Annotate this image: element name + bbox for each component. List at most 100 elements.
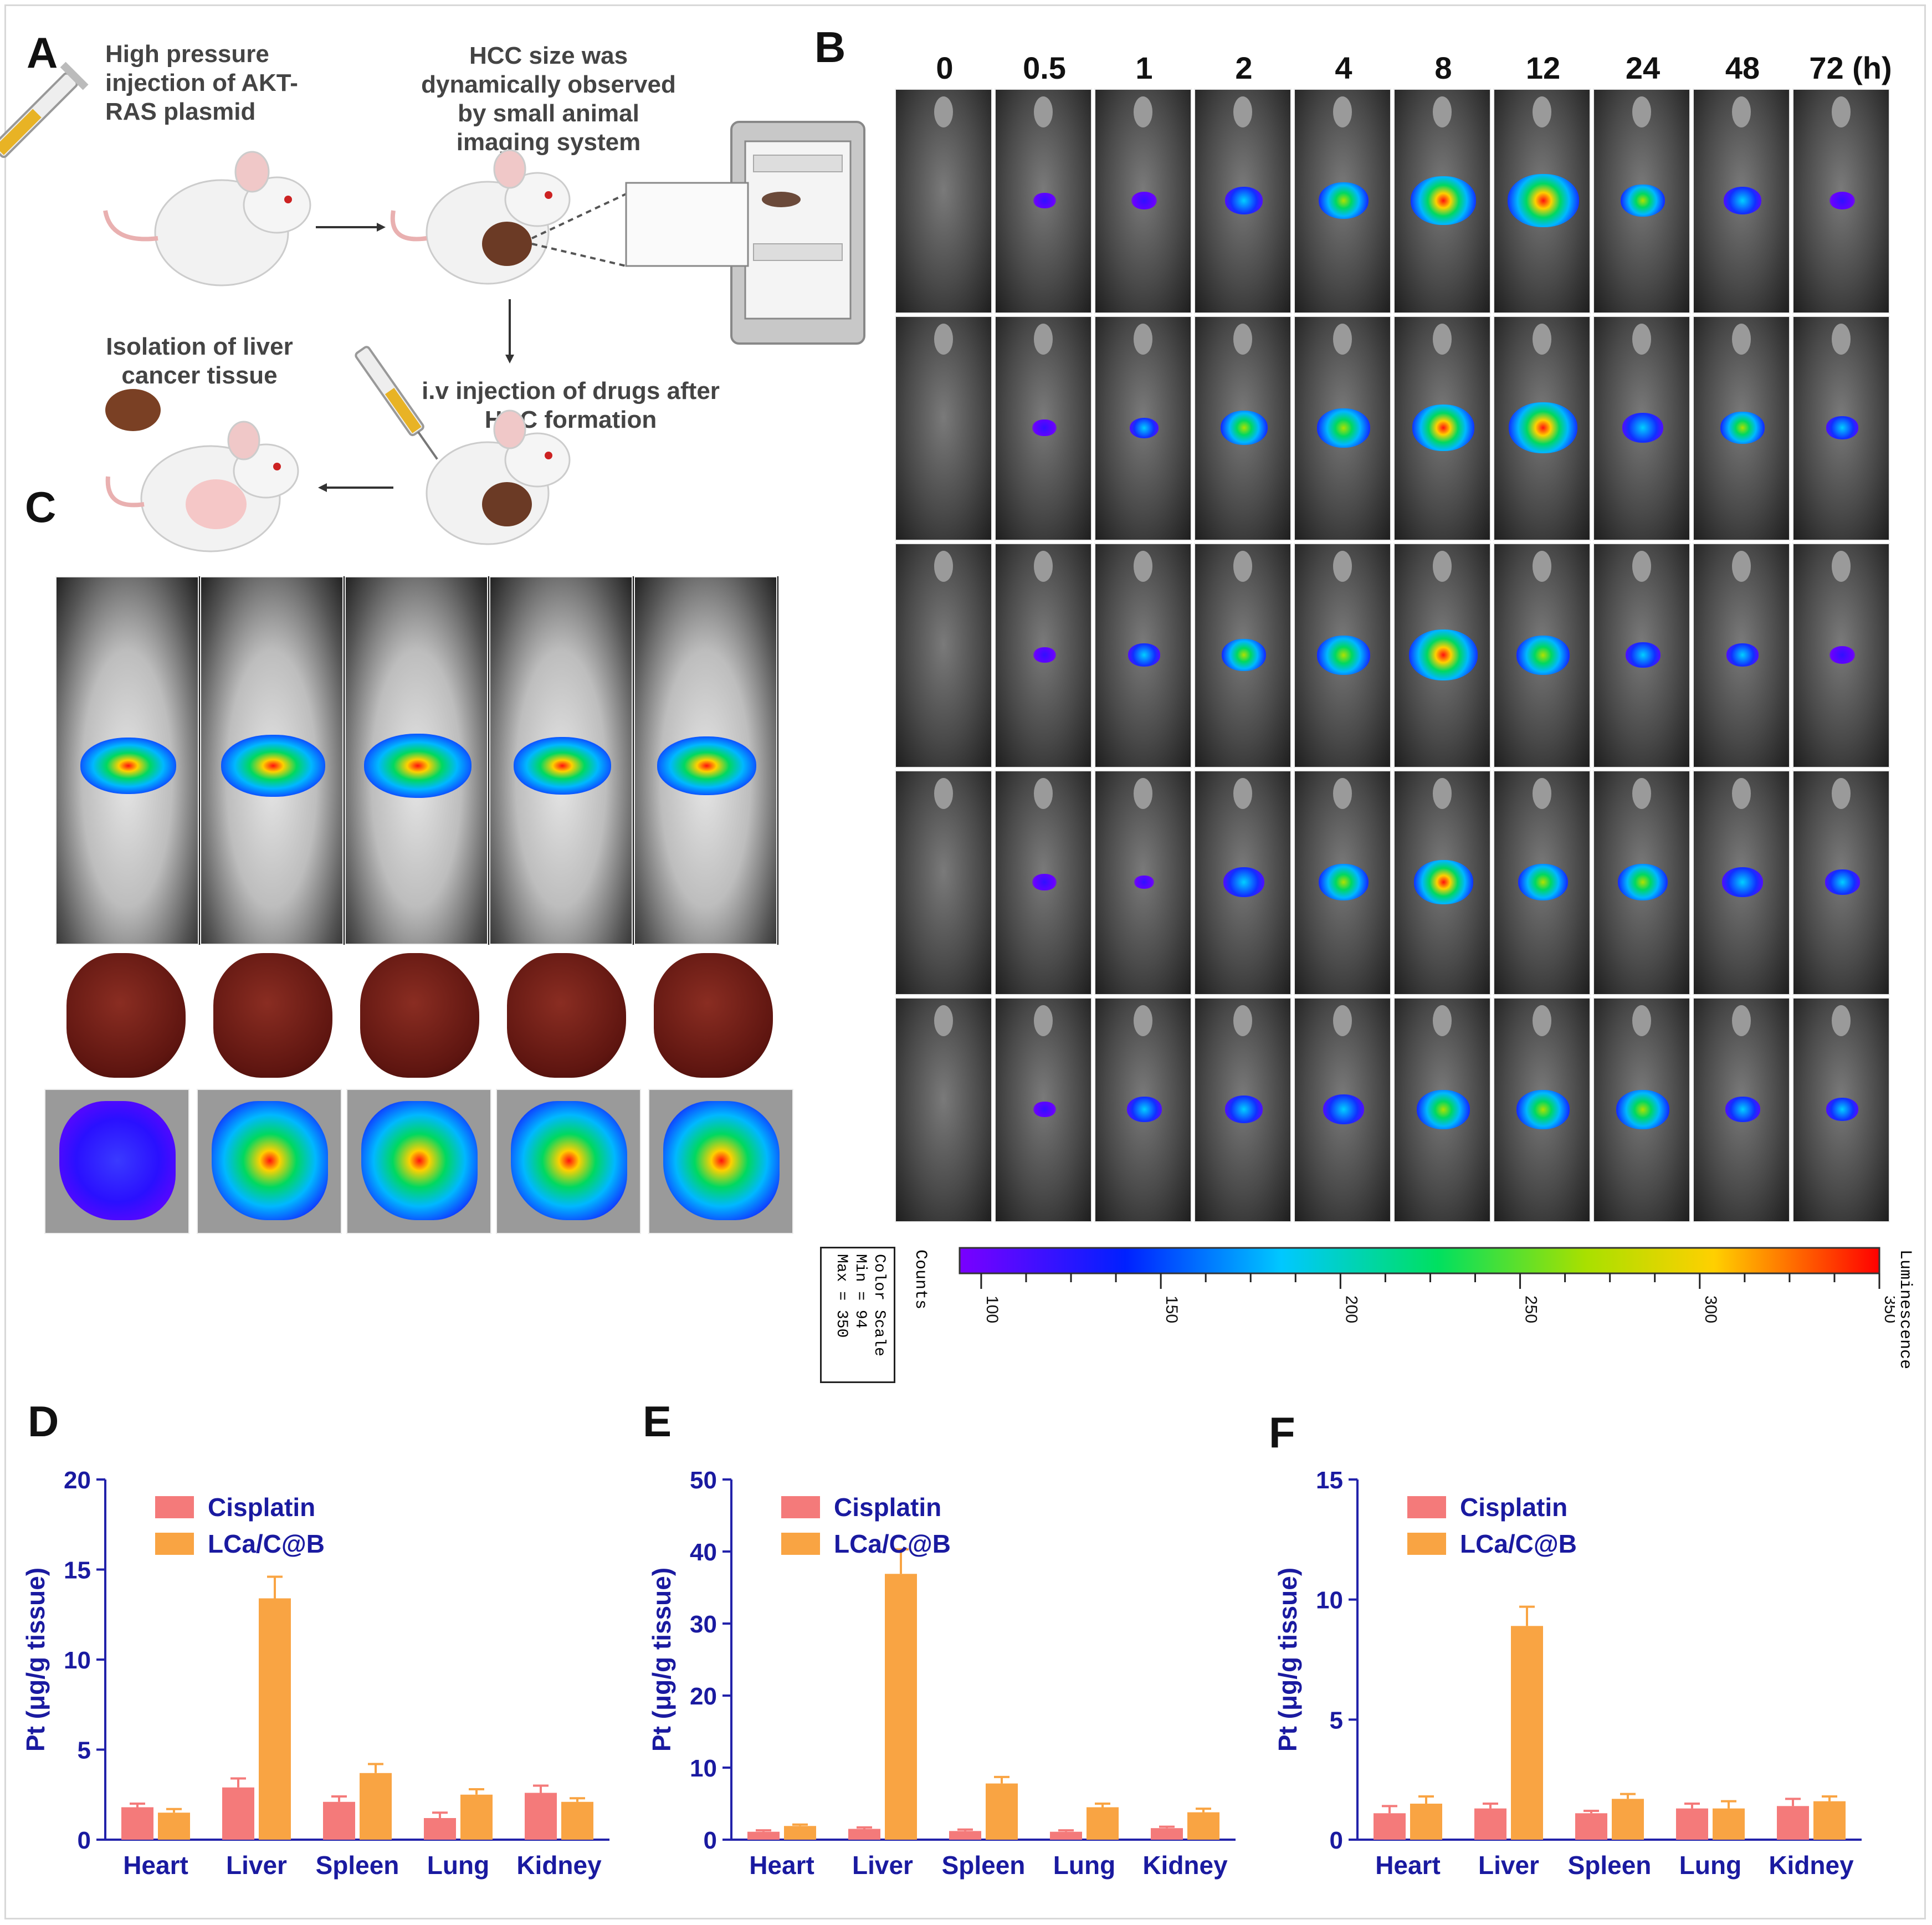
bar-cisplatin-spleen bbox=[323, 1801, 355, 1840]
bar-cisplatin-liver bbox=[222, 1787, 254, 1840]
bar-cisplatin-spleen bbox=[1575, 1813, 1607, 1840]
y-axis-label: Pt (μg/g tissue) bbox=[21, 1568, 50, 1752]
mouse-image-r3-t7 bbox=[1593, 543, 1690, 768]
bar-cisplatin-liver bbox=[848, 1829, 880, 1840]
bar-cisplatin-kidney bbox=[1151, 1828, 1183, 1840]
mouse-image-r2-t8 bbox=[1693, 316, 1790, 541]
step1-line2: injection of AKT- bbox=[105, 69, 298, 96]
time-12: 12 bbox=[1525, 50, 1561, 85]
luminescence-signal bbox=[1622, 413, 1663, 443]
dissected-mouse-image-4 bbox=[489, 576, 633, 945]
bar-cisplatin-lung bbox=[424, 1818, 456, 1840]
x-tick-label: Heart bbox=[123, 1851, 188, 1880]
legend-swatch-2 bbox=[155, 1533, 194, 1555]
mouse-image-r5-t5 bbox=[1393, 997, 1491, 1222]
legend-label-2: LCa/C@B bbox=[1460, 1529, 1577, 1558]
scale-tick-label: 150 bbox=[1162, 1296, 1181, 1323]
ex-vivo-liver-signal bbox=[212, 1101, 328, 1220]
mouse-image-r5-t7 bbox=[1593, 997, 1690, 1222]
mouse-image-r2-t3 bbox=[1194, 316, 1292, 541]
bar-lcacb-liver bbox=[885, 1574, 917, 1840]
luminescence-signal bbox=[1829, 646, 1856, 664]
luminescence-signal bbox=[1033, 192, 1056, 209]
liver-photo-5 bbox=[654, 953, 773, 1078]
luminescence-signal bbox=[1726, 643, 1759, 667]
y-tick-label: 15 bbox=[1316, 1467, 1343, 1494]
mouse-image-r4-t6 bbox=[1493, 770, 1591, 995]
mouse-image-r1-t1 bbox=[995, 89, 1092, 314]
scale-tick-label: 350 bbox=[1881, 1296, 1895, 1323]
step4-line1: i.v injection of drugs after bbox=[422, 377, 720, 405]
time-0: 0 bbox=[936, 50, 954, 85]
mouse-image-r1-t6 bbox=[1493, 89, 1591, 314]
panel-c-liver-imaging bbox=[44, 1089, 793, 1236]
mouse-image-r1-t4 bbox=[1294, 89, 1391, 314]
luminescence-signal bbox=[1829, 191, 1856, 210]
luminescence-signal bbox=[1032, 419, 1057, 437]
y-tick-label: 15 bbox=[64, 1557, 91, 1584]
mouse-image-r2-t9 bbox=[1792, 316, 1890, 541]
legend-swatch-1 bbox=[155, 1496, 194, 1518]
chart-d: 0 5 10 15 20 Pt (μg/g tissue) Heart Liver Spleen… bbox=[21, 1467, 609, 1880]
step1-text: High pressure injection of AKT- RAS plas… bbox=[105, 40, 327, 126]
color-gradient-bar bbox=[959, 1247, 1880, 1274]
bar-lcacb-lung bbox=[1713, 1808, 1745, 1840]
luminescence-signal bbox=[1720, 411, 1765, 444]
mouse-image-r3-t0 bbox=[895, 543, 992, 768]
x-tick-label: Kidney bbox=[516, 1851, 602, 1880]
luminescence-signal bbox=[1507, 173, 1579, 228]
ex-vivo-liver-signal bbox=[361, 1101, 478, 1220]
luminescence-signal bbox=[1616, 1089, 1669, 1129]
legend-label-1: Cisplatin bbox=[208, 1493, 315, 1522]
legend-swatch-1 bbox=[781, 1496, 820, 1518]
y-tick-label: 20 bbox=[64, 1467, 91, 1494]
mouse-image-r3-t3 bbox=[1194, 543, 1292, 768]
luminescence-signal bbox=[1323, 1094, 1364, 1124]
luminescence-signal bbox=[1516, 635, 1570, 675]
luminescence-signal bbox=[1409, 629, 1478, 681]
legend-swatch-2 bbox=[781, 1533, 820, 1555]
bar-cisplatin-kidney bbox=[525, 1793, 557, 1840]
mouse-image-r5-t3 bbox=[1194, 997, 1292, 1222]
luminescence-label: Luminescence bbox=[1895, 1250, 1914, 1370]
mouse-image-r4-t0 bbox=[895, 770, 992, 995]
mouse-image-r2-t6 bbox=[1493, 316, 1591, 541]
mouse-4-icon bbox=[105, 421, 299, 552]
mouse-image-r5-t4 bbox=[1294, 997, 1391, 1222]
luminescence-signal bbox=[1417, 1089, 1470, 1129]
syringe-2-icon bbox=[355, 346, 438, 460]
figure-frame bbox=[4, 4, 1926, 1919]
mouse-image-r2-t2 bbox=[1094, 316, 1192, 541]
legend-label-2: LCa/C@B bbox=[208, 1529, 325, 1558]
panel-b-imaging-grid bbox=[895, 89, 1895, 1225]
mouse-image-r5-t8 bbox=[1693, 997, 1790, 1222]
luminescence-signal bbox=[1318, 182, 1369, 219]
mouse-image-r3-t1 bbox=[995, 543, 1092, 768]
luminescence-signal bbox=[1725, 1097, 1760, 1122]
step1-line3: RAS plasmid bbox=[105, 98, 256, 125]
luminescence-signal bbox=[1722, 867, 1763, 897]
luminescence-signal bbox=[1825, 869, 1860, 895]
color-scale-max: Max = 350 bbox=[833, 1254, 850, 1338]
dissected-mouse-image-2 bbox=[200, 576, 344, 945]
luminescence-signal bbox=[1131, 191, 1157, 210]
bar-lcacb-kidney bbox=[561, 1801, 593, 1840]
liver-imaging-2 bbox=[197, 1089, 342, 1234]
step2-text: HCC size was dynamically observed by sma… bbox=[388, 42, 709, 157]
mouse-image-r1-t5 bbox=[1393, 89, 1491, 314]
bar-lcacb-heart bbox=[158, 1813, 190, 1840]
mouse-image-r3-t8 bbox=[1693, 543, 1790, 768]
luminescence-signal bbox=[1518, 863, 1569, 901]
luminescence-signal bbox=[1134, 875, 1154, 889]
mouse-image-r4-t9 bbox=[1792, 770, 1890, 995]
liver-luminescence-signal bbox=[513, 737, 611, 795]
time-2: 2 bbox=[1235, 50, 1253, 85]
mouse-image-r2-t4 bbox=[1294, 316, 1391, 541]
dissected-mouse-image-5 bbox=[634, 576, 777, 945]
mouse-image-r3-t4 bbox=[1294, 543, 1391, 768]
x-tick-label: Spleen bbox=[942, 1851, 1026, 1880]
luminescence-signal bbox=[1413, 860, 1473, 904]
luminescence-signal bbox=[1223, 867, 1264, 897]
legend-label-2: LCa/C@B bbox=[834, 1529, 951, 1558]
bar-cisplatin-heart bbox=[1374, 1813, 1406, 1840]
